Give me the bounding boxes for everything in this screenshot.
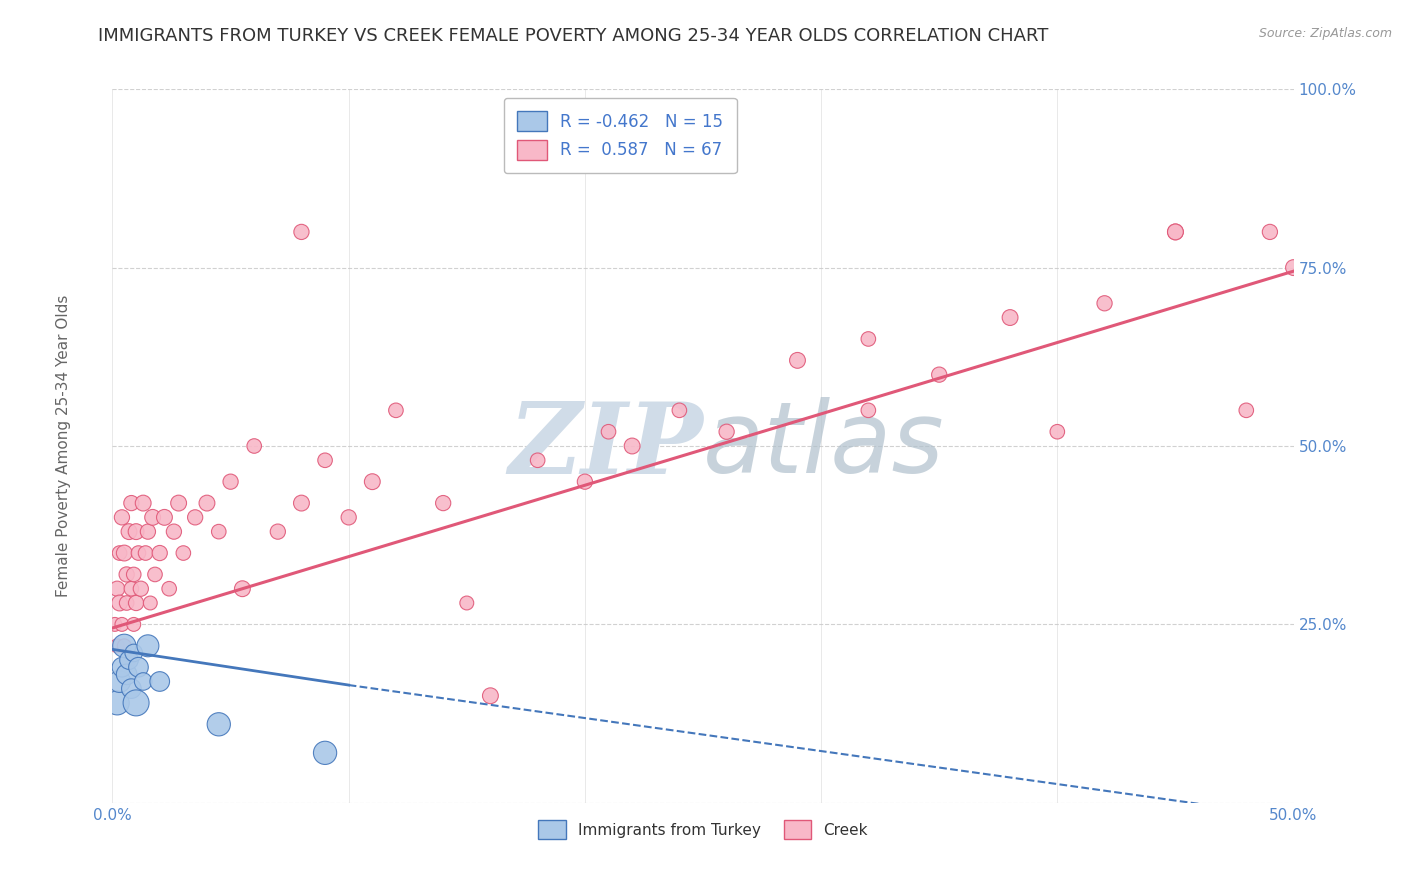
Point [127, 660, 149, 674]
Point [118, 524, 141, 539]
Point [132, 496, 155, 510]
Point [118, 653, 141, 667]
Point [105, 639, 128, 653]
Point [136, 639, 159, 653]
Point [167, 496, 190, 510]
Text: IMMIGRANTS FROM TURKEY VS CREEK FEMALE POVERTY AMONG 25-34 YEAR OLDS CORRELATION: IMMIGRANTS FROM TURKEY VS CREEK FEMALE P… [98, 27, 1049, 45]
Point [267, 524, 290, 539]
Point [998, 310, 1021, 325]
Point [195, 496, 218, 510]
Point [621, 439, 644, 453]
Point [149, 674, 172, 689]
Point [337, 510, 360, 524]
Point [456, 596, 478, 610]
Point [786, 353, 808, 368]
Point [172, 546, 194, 560]
Point [149, 546, 172, 560]
Point [219, 475, 242, 489]
Point [314, 746, 336, 760]
Point [290, 496, 312, 510]
Point [668, 403, 690, 417]
Point [122, 567, 145, 582]
Text: Female Poverty Among 25-34 Year Olds: Female Poverty Among 25-34 Year Olds [56, 295, 70, 597]
Point [1234, 403, 1257, 417]
Point [598, 425, 620, 439]
Text: atlas: atlas [703, 398, 945, 494]
Point [125, 596, 148, 610]
Point [479, 689, 502, 703]
Point [115, 667, 138, 681]
Point [1164, 225, 1187, 239]
Text: ZIP: ZIP [508, 398, 703, 494]
Point [1258, 225, 1281, 239]
Point [112, 639, 135, 653]
Point [125, 524, 148, 539]
Point [716, 425, 738, 439]
Point [858, 403, 880, 417]
Point [208, 524, 231, 539]
Point [135, 546, 157, 560]
Point [139, 596, 162, 610]
Point [105, 582, 128, 596]
Point [526, 453, 548, 467]
Point [314, 453, 336, 467]
Point [108, 674, 131, 689]
Point [290, 225, 312, 239]
Point [122, 646, 145, 660]
Point [118, 653, 141, 667]
Point [432, 496, 454, 510]
Point [108, 596, 131, 610]
Point [243, 439, 266, 453]
Point [143, 567, 166, 582]
Point [858, 332, 880, 346]
Point [184, 510, 207, 524]
Point [127, 546, 149, 560]
Point [928, 368, 950, 382]
Point [115, 596, 138, 610]
Point [120, 681, 142, 696]
Point [1046, 425, 1069, 439]
Point [1094, 296, 1116, 310]
Point [385, 403, 408, 417]
Point [574, 475, 596, 489]
Point [120, 496, 142, 510]
Point [1164, 225, 1187, 239]
Point [111, 660, 134, 674]
Point [163, 524, 186, 539]
Point [125, 696, 148, 710]
Point [120, 582, 142, 596]
Point [1282, 260, 1305, 275]
Point [112, 639, 135, 653]
Point [112, 546, 135, 560]
Point [104, 617, 127, 632]
Text: Source: ZipAtlas.com: Source: ZipAtlas.com [1258, 27, 1392, 40]
Point [142, 510, 165, 524]
Point [157, 582, 180, 596]
Point [136, 524, 159, 539]
Point [108, 546, 131, 560]
Point [105, 696, 128, 710]
Point [122, 617, 145, 632]
Point [111, 510, 134, 524]
Legend: Immigrants from Turkey, Creek: Immigrants from Turkey, Creek [531, 814, 875, 845]
Point [361, 475, 384, 489]
Point [115, 567, 138, 582]
Point [153, 510, 176, 524]
Point [129, 582, 152, 596]
Point [111, 617, 134, 632]
Point [231, 582, 253, 596]
Point [208, 717, 231, 731]
Point [132, 674, 155, 689]
